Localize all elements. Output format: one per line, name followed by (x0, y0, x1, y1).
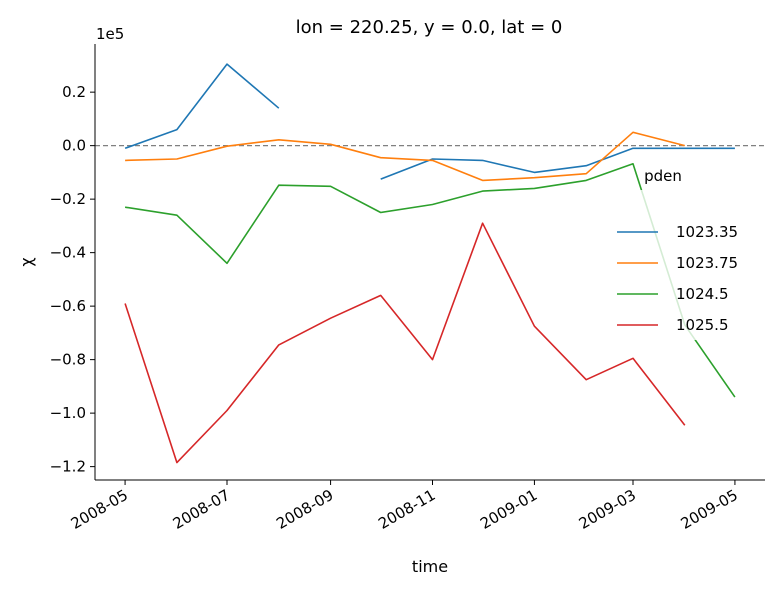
chart-title: lon = 220.25, y = 0.0, lat = 0 (296, 17, 563, 38)
axes (94, 44, 765, 481)
x-tick-label: 2008-11 (375, 486, 438, 533)
x-tick-label: 2008-09 (273, 486, 336, 533)
legend: pden 1023.35 1023.75 1024.5 1025.5 (609, 167, 738, 340)
legend-items: 1023.35 1023.75 1024.5 1025.5 (609, 190, 738, 340)
x-tick-label: 2009-01 (477, 486, 540, 533)
y-tick-label: −0.2 (50, 190, 86, 208)
y-scale-label: 1e5 (96, 25, 124, 43)
legend-label: 1025.5 (676, 316, 729, 334)
legend-title: pden (644, 167, 682, 185)
series-line-1023-35 (124, 63, 735, 180)
x-tick-label: 2008-05 (68, 486, 131, 533)
y-tick-label: 0.2 (62, 83, 86, 101)
legend-label: 1023.75 (676, 254, 738, 272)
y-tick-label: −0.4 (50, 244, 86, 262)
series-line-1023-75 (125, 131, 685, 182)
legend-background (609, 190, 735, 340)
y-tick-label: 0.0 (62, 137, 86, 155)
y-tick-label: −1.0 (50, 404, 86, 422)
x-tick-label: 2009-03 (576, 486, 639, 533)
y-axis-label: χ (17, 257, 36, 266)
series-line-1024-5 (124, 163, 736, 398)
series-line-1025-5 (124, 222, 686, 464)
legend-label: 1023.35 (676, 223, 738, 241)
y-tick-label: −0.6 (50, 297, 86, 315)
y-ticks: 0.2 0.0 −0.2 −0.4 −0.6 −0.8 −1.0 −1.2 (50, 83, 95, 476)
x-tick-label: 2009-05 (678, 486, 741, 533)
legend-label: 1024.5 (676, 285, 729, 303)
y-tick-label: −1.2 (50, 458, 86, 476)
x-ticks: 2008-05 2008-07 2008-09 2008-11 2009-01 2009-… (68, 480, 741, 533)
y-tick-label: −0.8 (50, 351, 86, 369)
x-tick-label: 2008-07 (170, 486, 233, 533)
x-axis-label: time (412, 557, 448, 576)
series-group (124, 63, 736, 464)
